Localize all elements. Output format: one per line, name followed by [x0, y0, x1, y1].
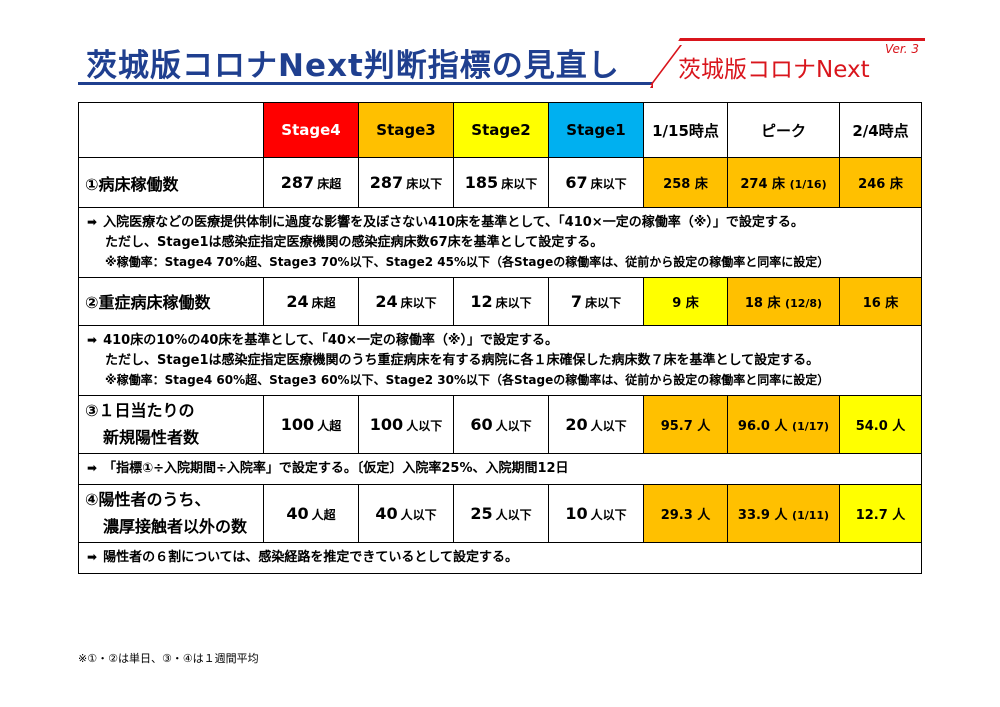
stage4-value: 40 人超	[263, 483, 359, 543]
stage3-value: 40 人以下	[358, 483, 454, 543]
note-row: ➡ 「指標①÷入院期間÷入院率」で設定する。〔仮定〕入院率25%、入院期間12日	[78, 452, 922, 485]
stage2-value: 25 人以下	[453, 483, 549, 543]
jan15-value: 258 床	[643, 157, 728, 208]
table-row: ③１日当たりの 新規陽性者数 100 人超 100 人以下 60 人以下 20 人以下 9…	[78, 394, 922, 454]
header-feb4: 2/4時点	[839, 102, 922, 158]
row-label: ①病床稼働数	[78, 157, 264, 208]
table-row: ④陽性者のうち、 濃厚接触者以外の数 40 人超 40 人以下 25 人以下 10 人以下…	[78, 483, 922, 543]
stage1-value: 10 人以下	[548, 483, 644, 543]
stage2-value: 60 人以下	[453, 394, 549, 454]
note-line: 入院医療などの医療提供体制に過度な影響を及ぼさない410床を基準として、「410…	[103, 215, 804, 230]
logo-text: 茨城版コロナNext	[678, 50, 870, 84]
stage1-value: 7 床以下	[548, 276, 644, 326]
stage2-value: 12 床以下	[453, 276, 549, 326]
header-peak: ピーク	[727, 102, 840, 158]
note-line: 陽性者の６割については、感染経路を推定できているとして設定する。	[103, 549, 519, 565]
jan15-value: 9 床	[643, 276, 728, 326]
note-cell: ➡ 「指標①÷入院期間÷入院率」で設定する。〔仮定〕入院率25%、入院期間12日	[78, 452, 922, 485]
indicator-table: Stage4 Stage3 Stage2 Stage1 1/15時点 ピーク 2…	[78, 102, 922, 575]
logo-frame	[650, 38, 925, 88]
stage4-value: 100 人超	[263, 394, 359, 454]
row-label: ④陽性者のうち、 濃厚接触者以外の数	[78, 483, 264, 543]
peak-value: 274 床 (1/16)	[727, 157, 840, 208]
header-stage3: Stage3	[358, 102, 454, 158]
note-cell: ➡ 410床の10%の40床を基準として、「40×一定の稼働率（※）」で設定する。…	[78, 324, 922, 396]
page-title: 茨城版コロナNext判断指標の見直し	[86, 48, 620, 84]
feb4-value: 16 床	[839, 276, 922, 326]
header-stage2: Stage2	[453, 102, 549, 158]
feb4-value: 12.7 人	[839, 483, 922, 543]
header-jan15: 1/15時点	[643, 102, 728, 158]
arrow-icon: ➡	[87, 549, 98, 564]
note-row: ➡ 410床の10%の40床を基準として、「40×一定の稼働率（※）」で設定する。…	[78, 324, 922, 396]
logo-version: Ver. 3	[885, 42, 919, 56]
row-label: ③１日当たりの 新規陽性者数	[78, 394, 264, 454]
note-line: 410床の10%の40床を基準として、「40×一定の稼働率（※）」で設定する。	[103, 332, 558, 348]
stage4-value: 287 床超	[263, 157, 359, 208]
header-stage1: Stage1	[548, 102, 644, 158]
note-line: ただし、Stage1は感染症指定医療機関のうち重症病床を有する病院に各１床確保し…	[105, 353, 820, 369]
note-line: ※稼働率：Stage4 70%超、Stage3 70%以下、Stage2 45%…	[105, 255, 830, 270]
stage3-value: 287 床以下	[358, 157, 454, 208]
footnote: ※①・②は単日、③・④は１週間平均	[78, 652, 259, 665]
jan15-value: 95.7 人	[643, 394, 728, 454]
header-row: Stage4 Stage3 Stage2 Stage1 1/15時点 ピーク 2…	[78, 102, 922, 158]
stage1-value: 67 床以下	[548, 157, 644, 208]
arrow-icon: ➡	[87, 460, 98, 475]
jan15-value: 29.3 人	[643, 483, 728, 543]
arrow-icon: ➡	[87, 332, 98, 347]
logo: 茨城版コロナNext Ver. 3	[650, 38, 925, 88]
peak-value: 33.9 人 (1/11)	[727, 483, 840, 543]
note-cell: ➡ 陽性者の６割については、感染経路を推定できているとして設定する。	[78, 541, 922, 575]
note-row: ➡ 陽性者の６割については、感染経路を推定できているとして設定する。	[78, 541, 922, 575]
table-row: ②重症病床稼働数 24 床超 24 床以下 12 床以下 7 床以下 9 床 18 床 …	[78, 276, 922, 326]
peak-value: 18 床 (12/8)	[727, 276, 840, 326]
feb4-value: 246 床	[839, 157, 922, 208]
note-line: 「指標①÷入院期間÷入院率」で設定する。〔仮定〕入院率25%、入院期間12日	[103, 460, 569, 476]
header-stage4: Stage4	[263, 102, 359, 158]
logo-text-next: Next	[816, 57, 870, 83]
table-row: ①病床稼働数 287 床超 287 床以下 185 床以下 67 床以下 258 床 2…	[78, 157, 922, 208]
stage2-value: 185 床以下	[453, 157, 549, 208]
arrow-icon: ➡	[87, 215, 98, 229]
title-underline	[78, 82, 918, 85]
stage1-value: 20 人以下	[548, 394, 644, 454]
stage3-value: 100 人以下	[358, 394, 454, 454]
feb4-value: 54.0 人	[839, 394, 922, 454]
note-cell: ➡ 入院医療などの医療提供体制に過度な影響を及ぼさない410床を基準として、「41…	[78, 207, 922, 278]
logo-text-jp: 茨城版コロナ	[678, 57, 816, 83]
note-line: ただし、Stage1は感染症指定医療機関の感染症病床数67床を基準として設定する…	[105, 235, 604, 251]
row-label: ②重症病床稼働数	[78, 276, 264, 326]
header-blank	[78, 102, 264, 158]
peak-value: 96.0 人 (1/17)	[727, 394, 840, 454]
stage3-value: 24 床以下	[358, 276, 454, 326]
note-line: ※稼働率：Stage4 60%超、Stage3 60%以下、Stage2 30%…	[105, 373, 830, 388]
stage4-value: 24 床超	[263, 276, 359, 326]
note-row: ➡ 入院医療などの医療提供体制に過度な影響を及ぼさない410床を基準として、「41…	[78, 207, 922, 278]
